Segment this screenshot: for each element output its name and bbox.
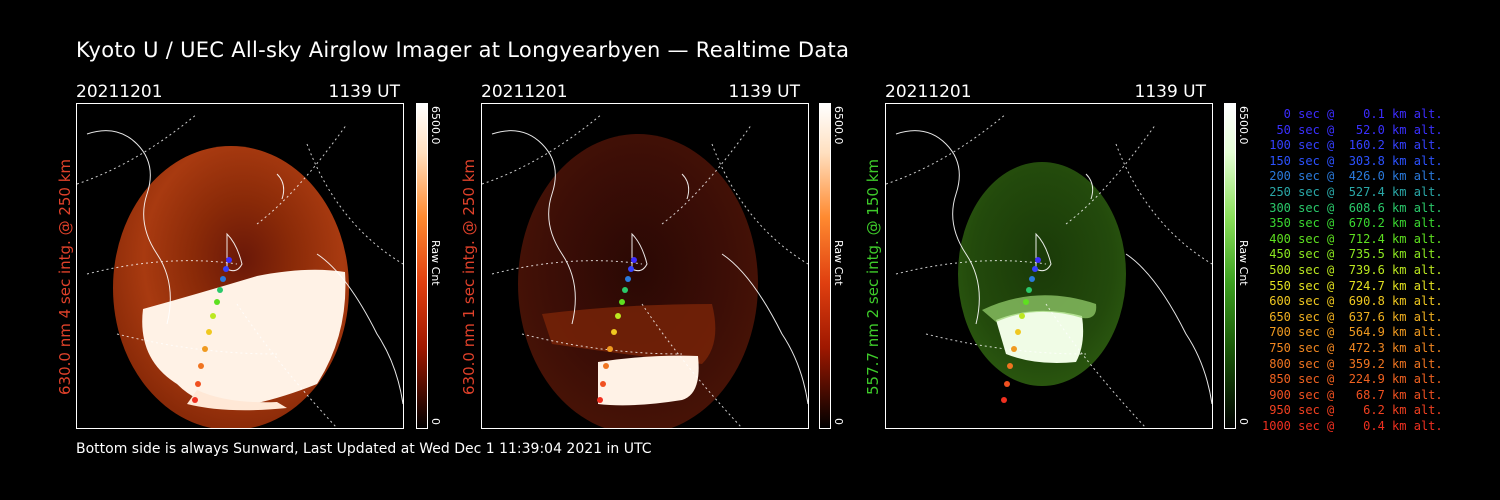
panel-3-cbar-max: 6500.0 — [1237, 106, 1250, 145]
legend-row: 950 sec @ 6.2 km alt. — [1262, 403, 1443, 418]
panel-2-time: 1139 UT — [728, 82, 801, 102]
panel-1-colorbar — [416, 103, 428, 429]
legend-row: 750 sec @ 472.3 km alt. — [1262, 340, 1443, 355]
panel-2-side-label: 630.0 nm 1 sec intg. @ 250 km — [460, 158, 478, 395]
panel-2-colorbar — [819, 103, 831, 429]
legend-row: 1000 sec @ 0.4 km alt. — [1262, 418, 1443, 433]
legend-row: 800 sec @ 359.2 km alt. — [1262, 356, 1443, 371]
panel-3-cbar-min: 0 — [1237, 418, 1250, 425]
legend-row: 900 sec @ 68.7 km alt. — [1262, 387, 1443, 402]
legend-row: 200 sec @ 426.0 km alt. — [1262, 169, 1443, 184]
panel-2-cbar-min: 0 — [832, 418, 845, 425]
legend-row: 500 sec @ 739.6 km alt. — [1262, 262, 1443, 277]
panel-3-colorbar — [1224, 103, 1236, 429]
panel-3-time: 1139 UT — [1134, 82, 1207, 102]
panel-1-time: 1139 UT — [328, 82, 401, 102]
panel-2-cbar-max: 6500.0 — [832, 106, 845, 145]
legend-row: 650 sec @ 637.6 km alt. — [1262, 309, 1443, 324]
panel-3-side-label: 557.7 nm 2 sec intg. @ 150 km — [864, 158, 882, 395]
legend-row: 100 sec @ 160.2 km alt. — [1262, 138, 1443, 153]
legend-row: 450 sec @ 735.5 km alt. — [1262, 247, 1443, 262]
panel-3-trajectory — [1001, 257, 1041, 403]
legend-row: 700 sec @ 564.9 km alt. — [1262, 325, 1443, 340]
panel-1-trajectory — [192, 257, 232, 403]
legend-row: 250 sec @ 527.4 km alt. — [1262, 184, 1443, 199]
panel-2-image — [481, 103, 809, 429]
panel-1-side-label: 630.0 nm 4 sec intg. @ 250 km — [56, 158, 74, 395]
panel-1-date: 20211201 — [76, 82, 163, 102]
panel-3-cbar-unit: Raw Cnt — [1237, 240, 1250, 286]
panel-2-cbar-unit: Raw Cnt — [832, 240, 845, 286]
panel-3-date: 20211201 — [885, 82, 972, 102]
legend-row: 550 sec @ 724.7 km alt. — [1262, 278, 1443, 293]
panel-3-image — [885, 103, 1213, 429]
legend-row: 50 sec @ 52.0 km alt. — [1262, 122, 1443, 137]
panel-1-cbar-min: 0 — [429, 418, 442, 425]
altitude-legend: 0 sec @ 0.1 km alt. 50 sec @ 52.0 km alt… — [1262, 107, 1443, 434]
page-title: Kyoto U / UEC All-sky Airglow Imager at … — [76, 38, 850, 62]
panel-1-cbar-unit: Raw Cnt — [429, 240, 442, 286]
panel-1-cbar-max: 6500.0 — [429, 106, 442, 145]
legend-row: 400 sec @ 712.4 km alt. — [1262, 231, 1443, 246]
legend-row: 350 sec @ 670.2 km alt. — [1262, 216, 1443, 231]
footer-text: Bottom side is always Sunward, Last Upda… — [76, 441, 652, 457]
legend-row: 600 sec @ 690.8 km alt. — [1262, 294, 1443, 309]
legend-row: 0 sec @ 0.1 km alt. — [1262, 107, 1443, 121]
legend-row: 150 sec @ 303.8 km alt. — [1262, 153, 1443, 168]
panel-2-date: 20211201 — [481, 82, 568, 102]
panel-1-image — [76, 103, 404, 429]
legend-row: 850 sec @ 224.9 km alt. — [1262, 372, 1443, 387]
panel-2-trajectory — [597, 257, 637, 403]
legend-row: 300 sec @ 608.6 km alt. — [1262, 200, 1443, 215]
